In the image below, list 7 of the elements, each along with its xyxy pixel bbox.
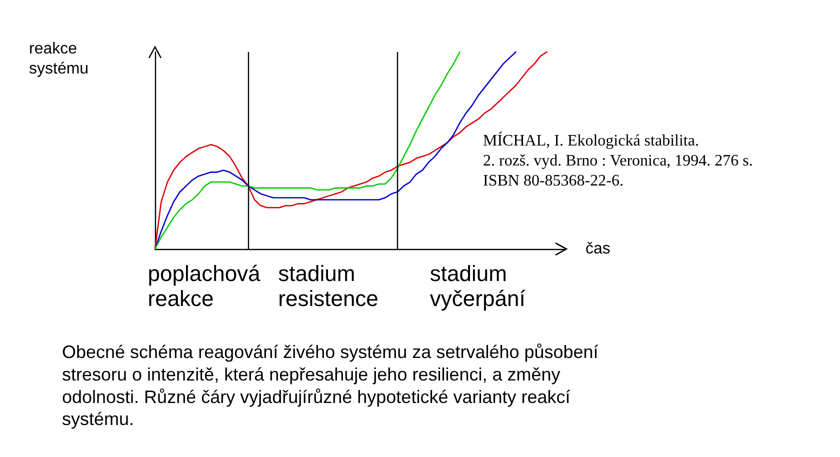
text: Obecné schéma reagování živého systému za setrvalého působení stresoru o intenzitě, která nepřesahuje jeho resilienci, a změny odolnosti. Různé čáry vyjadřujírůzné hypotetické varianty reakcí systému.: [62, 342, 598, 430]
annotation: MÍCHAL, I. Ekologická stabilita. 2. rozš. vyd. Brno : Veronica, 1994. 276 s. ISBN 80-85368-22-6.: [483, 132, 753, 190]
x-tick-label: stadium vyčerpání: [430, 261, 526, 311]
y-axis-title: reakce systému: [29, 40, 89, 78]
x-tick-label: stadium resistence: [278, 261, 378, 311]
x-tick-label: poplachová reakce: [148, 261, 262, 311]
x-axis-title: čas: [586, 240, 610, 258]
